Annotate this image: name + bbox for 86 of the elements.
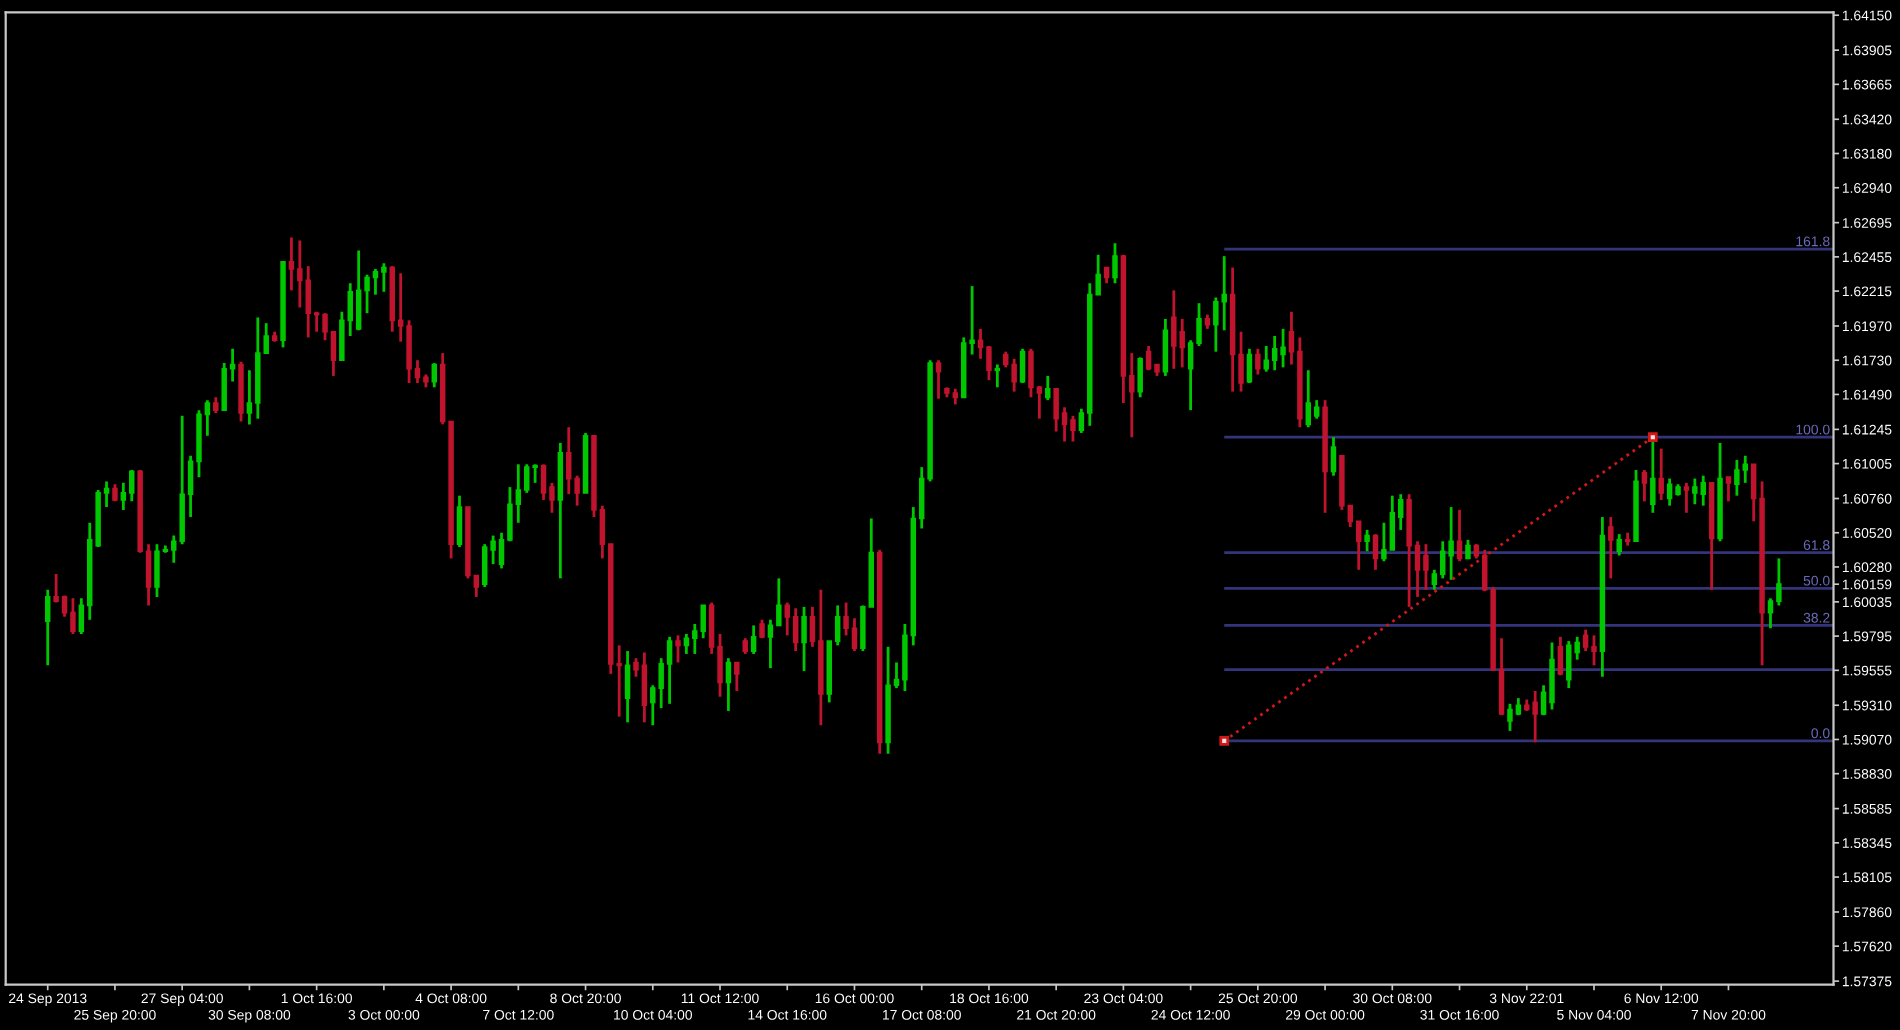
candlestick bbox=[1666, 477, 1673, 508]
candlestick bbox=[1423, 542, 1429, 592]
candlestick bbox=[557, 441, 564, 580]
candlestick bbox=[1658, 447, 1664, 502]
candlestick bbox=[431, 361, 438, 389]
candlestick bbox=[1305, 368, 1311, 429]
candlestick bbox=[1692, 477, 1698, 506]
candlestick bbox=[1179, 317, 1185, 369]
candlestick bbox=[381, 261, 387, 294]
candlestick bbox=[1255, 347, 1261, 376]
candlestick bbox=[1145, 344, 1152, 372]
candlestick bbox=[1683, 481, 1690, 515]
candlestick bbox=[456, 494, 463, 549]
candlestick bbox=[1221, 254, 1227, 332]
candlestick bbox=[1734, 458, 1740, 498]
candlestick bbox=[288, 236, 295, 292]
candlestick bbox=[1582, 628, 1589, 653]
candlestick bbox=[1372, 532, 1379, 572]
candlestick bbox=[784, 601, 790, 637]
candlestick bbox=[792, 606, 799, 653]
candlestick bbox=[1700, 474, 1706, 508]
candlestick bbox=[1532, 689, 1538, 744]
candlestick bbox=[935, 358, 942, 401]
candlestick bbox=[1549, 641, 1555, 711]
candlestick bbox=[1053, 387, 1059, 433]
candlestick bbox=[1591, 634, 1597, 667]
candlestick bbox=[624, 649, 631, 724]
candlestick bbox=[372, 267, 379, 297]
candlestick bbox=[1011, 357, 1017, 393]
candlestick bbox=[1406, 492, 1412, 609]
candlestick bbox=[540, 462, 547, 502]
candlestick bbox=[1070, 414, 1076, 443]
candlestick bbox=[1313, 398, 1320, 421]
candlestick bbox=[1171, 288, 1177, 371]
candlestick bbox=[1776, 557, 1782, 607]
candlestick bbox=[683, 632, 690, 656]
candlestick bbox=[1330, 435, 1337, 478]
candlestick bbox=[734, 661, 740, 693]
candlestick bbox=[1246, 347, 1253, 385]
candlestick bbox=[1557, 635, 1564, 677]
candlestick bbox=[1507, 702, 1513, 733]
candlestick bbox=[1271, 334, 1278, 372]
candlestick bbox=[1045, 374, 1051, 402]
candlestick bbox=[566, 425, 572, 496]
candlestick bbox=[1280, 327, 1286, 369]
candlestick bbox=[1162, 317, 1169, 378]
candlestick bbox=[1742, 454, 1748, 485]
candlestick bbox=[1112, 241, 1118, 285]
candlestick bbox=[481, 542, 488, 589]
candlestick bbox=[355, 249, 362, 332]
candlestick bbox=[1725, 475, 1732, 503]
candlestick bbox=[129, 468, 135, 503]
candlestick bbox=[801, 605, 807, 673]
candlestick bbox=[179, 414, 185, 546]
candlestick bbox=[1137, 355, 1143, 399]
candlestick bbox=[406, 318, 412, 385]
candlestick bbox=[700, 604, 706, 640]
candlestick bbox=[641, 651, 648, 724]
candlestick bbox=[305, 264, 311, 339]
candlestick bbox=[1608, 515, 1614, 580]
candlestick bbox=[1019, 347, 1026, 385]
candlestick bbox=[725, 656, 732, 713]
candlestick bbox=[1389, 494, 1396, 552]
candlestick bbox=[1641, 468, 1648, 503]
candlestick bbox=[297, 239, 303, 309]
candlestick bbox=[532, 462, 538, 485]
candlestick bbox=[1364, 528, 1370, 553]
candlestick bbox=[994, 363, 1001, 389]
candlestick bbox=[1263, 344, 1269, 374]
candlestick bbox=[1213, 296, 1219, 354]
candlestick bbox=[1566, 639, 1572, 690]
candlestick bbox=[1616, 532, 1622, 557]
candlestick bbox=[1028, 347, 1034, 399]
candlestick bbox=[1448, 505, 1454, 582]
candlestick bbox=[1465, 538, 1471, 560]
candlestick bbox=[675, 634, 681, 664]
candlestick bbox=[986, 344, 992, 382]
candlestick bbox=[666, 635, 673, 706]
candlestick bbox=[1440, 539, 1446, 580]
candlestick bbox=[44, 588, 51, 667]
candlestick bbox=[750, 624, 757, 656]
candlestick bbox=[221, 361, 227, 412]
candlestick bbox=[851, 616, 858, 653]
candlestick bbox=[154, 542, 160, 599]
candlestick bbox=[1456, 508, 1463, 563]
candlestick bbox=[70, 596, 76, 636]
